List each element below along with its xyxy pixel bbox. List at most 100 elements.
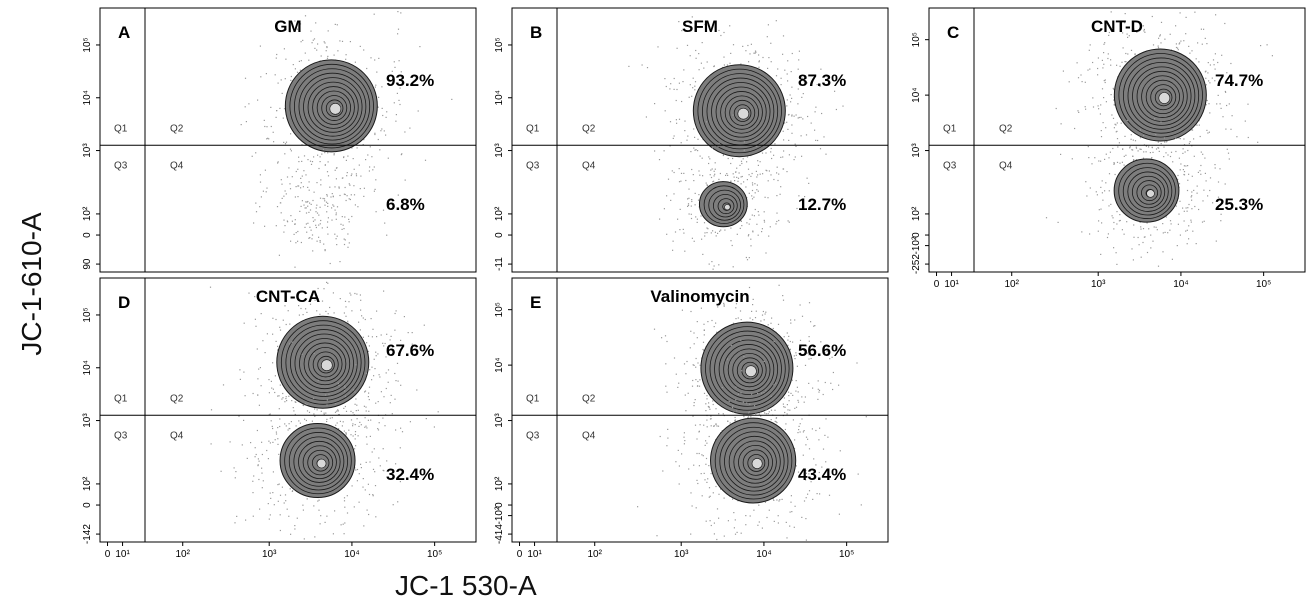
event-dot [351, 147, 353, 149]
event-dot [734, 419, 736, 421]
event-dot [326, 211, 328, 213]
event-dot [327, 202, 329, 204]
event-dot [758, 54, 760, 56]
event-dot [842, 105, 844, 107]
event-dot [1157, 141, 1159, 143]
event-dot [711, 147, 713, 149]
event-dot [417, 110, 419, 112]
event-dot [746, 156, 749, 158]
event-dot [1100, 208, 1102, 210]
y-tick-label: 10⁵ [494, 37, 505, 52]
event-dot [1208, 103, 1210, 105]
event-dot [369, 435, 371, 437]
event-dot [276, 206, 279, 208]
event-dot [1160, 121, 1162, 123]
event-dot [701, 495, 703, 497]
event-dot [707, 321, 709, 323]
event-dot [776, 195, 778, 197]
event-dot [341, 425, 343, 427]
event-dot [1119, 65, 1121, 67]
event-dot [797, 432, 799, 434]
event-dot [301, 353, 303, 355]
event-dot [761, 228, 763, 230]
event-dot [371, 366, 373, 368]
event-dot [1140, 256, 1142, 258]
event-dot [1077, 77, 1080, 79]
event-dot [311, 238, 313, 240]
event-dot [676, 122, 678, 124]
event-dot [394, 66, 396, 68]
event-dot [259, 45, 261, 47]
event-dot [1109, 151, 1111, 153]
event-dot [345, 159, 347, 161]
x-tick-label: 10⁵ [1256, 279, 1271, 290]
event-dot [1098, 108, 1100, 110]
event-dot [1208, 80, 1210, 82]
event-dot [286, 176, 289, 178]
event-dot [1169, 33, 1171, 35]
event-dot [818, 471, 820, 474]
event-dot [1202, 153, 1204, 155]
event-dot [677, 449, 679, 451]
event-dot [323, 41, 325, 43]
event-dot [243, 371, 245, 373]
event-dot [374, 368, 376, 370]
event-dot [300, 60, 302, 62]
event-dot [277, 345, 279, 347]
event-dot [780, 186, 782, 188]
quadrant-label-q1: Q1 [943, 123, 957, 134]
event-dot [371, 336, 373, 338]
event-dot [1132, 149, 1134, 151]
event-dot [795, 114, 797, 116]
event-dot [363, 139, 365, 141]
event-dot [335, 167, 338, 169]
event-dot [802, 77, 804, 79]
event-dot [256, 429, 258, 432]
event-dot [732, 157, 734, 160]
contour-ring [703, 185, 745, 224]
event-dot [812, 498, 814, 500]
event-dot [362, 317, 364, 319]
event-dot [806, 352, 808, 354]
event-dot [764, 501, 766, 503]
event-dot [1224, 90, 1226, 93]
event-dot [314, 219, 316, 221]
event-dot [308, 211, 310, 213]
event-dot [786, 332, 788, 334]
event-dot [696, 452, 698, 455]
event-dot [367, 483, 369, 485]
event-dot [1220, 213, 1222, 215]
event-dot [355, 175, 358, 177]
event-dot [338, 428, 340, 430]
event-dot [678, 168, 680, 170]
event-dot [317, 379, 319, 381]
event-dot [260, 76, 262, 78]
event-dot [790, 322, 792, 324]
contour-ring [1141, 75, 1184, 118]
event-dot [373, 375, 375, 377]
event-dot [711, 319, 713, 322]
x-tick-label: 10⁴ [344, 549, 359, 560]
event-dot [375, 402, 377, 404]
event-dot [752, 304, 754, 306]
event-dot [1198, 124, 1200, 126]
event-dot [698, 430, 700, 432]
event-dot [1197, 42, 1199, 44]
event-dot [375, 211, 377, 213]
event-dot [657, 46, 659, 48]
event-dot [343, 156, 345, 158]
event-dot [799, 431, 801, 433]
event-dot [270, 380, 272, 382]
event-dot [257, 394, 259, 396]
event-dot [254, 318, 256, 320]
event-dot [1165, 216, 1167, 218]
event-dot [1214, 164, 1216, 166]
event-dot [1199, 170, 1201, 172]
event-dot [220, 470, 222, 472]
event-dot [699, 379, 701, 381]
quadrant-label-q2: Q2 [170, 393, 184, 404]
contour-ring [289, 63, 374, 149]
event-dot [266, 187, 268, 189]
event-dot [1092, 106, 1095, 108]
event-dot [360, 299, 362, 301]
